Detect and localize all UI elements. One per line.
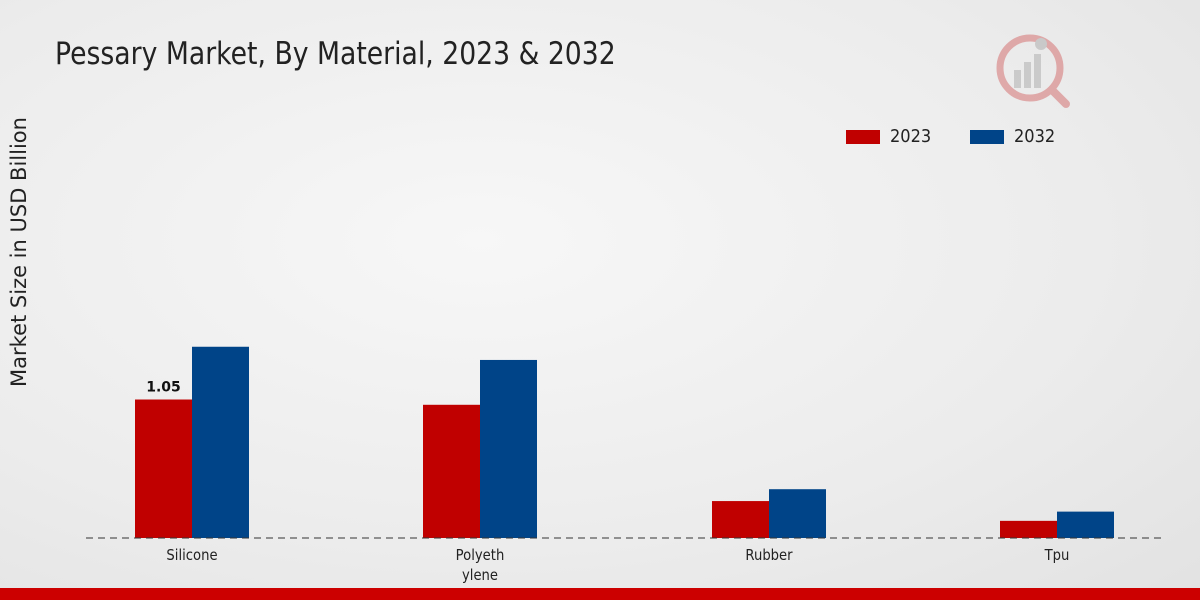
bar-2023-silicone [135,399,192,538]
data-label: 1.05 [146,380,181,396]
bar-2032-silicone [192,346,249,538]
x-tick-label: Polyeth [456,547,505,564]
bar-2023-polyethylene [423,404,480,538]
x-tick-label: Tpu [1044,547,1070,564]
bar-2023-tpu [1000,520,1057,538]
x-tick-label: ylene [462,567,498,584]
x-tick-label: Silicone [166,547,217,564]
x-tick-label: Rubber [745,547,792,564]
bar-2032-rubber [769,489,826,538]
legend-swatch-2032 [969,129,1004,144]
legend-swatch-2023 [846,129,880,144]
legend-label-2032: 2032 [1013,126,1056,147]
brand-logo-icon [996,34,1070,108]
legend-item-2032: 2032 [969,126,1060,147]
legend: 2023 2032 [846,126,1094,147]
bar-2023-rubber [712,501,769,538]
chart-title: Pessary Market, By Material, 2023 & 2032 [55,36,616,72]
bar-2032-polyethylene [480,359,537,538]
bar-2032-tpu [1057,511,1114,538]
bottom-accent-bar [0,588,1200,600]
legend-item-2023: 2023 [846,126,936,147]
legend-label-2023: 2023 [890,126,932,147]
